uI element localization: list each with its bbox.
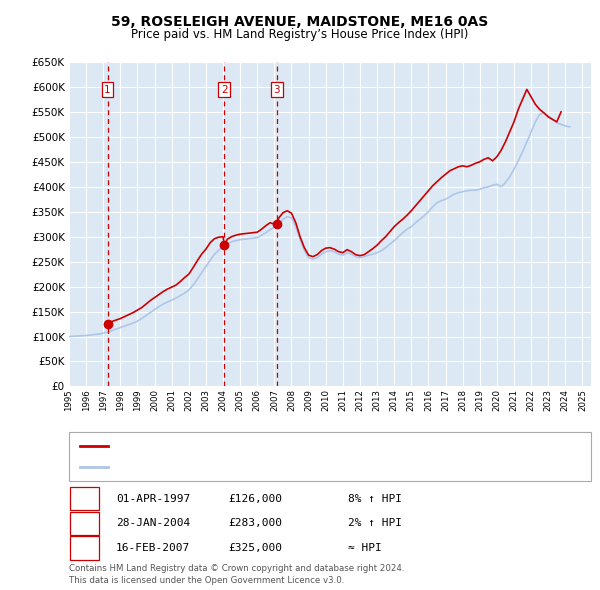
Text: 2001: 2001 bbox=[167, 389, 176, 411]
Text: 2017: 2017 bbox=[441, 389, 450, 411]
Text: This data is licensed under the Open Government Licence v3.0.: This data is licensed under the Open Gov… bbox=[69, 576, 344, 585]
Text: 28-JAN-2004: 28-JAN-2004 bbox=[116, 519, 190, 528]
Text: 2024: 2024 bbox=[561, 389, 570, 411]
Text: 2008: 2008 bbox=[287, 389, 296, 411]
Text: 2014: 2014 bbox=[389, 389, 398, 411]
Text: 16-FEB-2007: 16-FEB-2007 bbox=[116, 543, 190, 553]
Text: 1999: 1999 bbox=[133, 389, 142, 411]
Text: 1: 1 bbox=[104, 84, 111, 94]
Text: 2003: 2003 bbox=[202, 389, 211, 411]
Text: 2020: 2020 bbox=[493, 389, 502, 411]
Text: 1: 1 bbox=[80, 494, 88, 503]
Text: 2013: 2013 bbox=[373, 389, 382, 411]
Text: 2006: 2006 bbox=[253, 389, 262, 411]
Text: 1996: 1996 bbox=[82, 389, 91, 411]
Text: 59, ROSELEIGH AVENUE, MAIDSTONE, ME16 0AS (detached house): 59, ROSELEIGH AVENUE, MAIDSTONE, ME16 0A… bbox=[114, 441, 447, 451]
Text: 2021: 2021 bbox=[509, 389, 518, 411]
Text: 1998: 1998 bbox=[116, 389, 125, 411]
Text: 01-APR-1997: 01-APR-1997 bbox=[116, 494, 190, 503]
Text: 2016: 2016 bbox=[424, 389, 433, 411]
Text: £126,000: £126,000 bbox=[228, 494, 282, 503]
Text: 2011: 2011 bbox=[338, 389, 347, 411]
Text: 3: 3 bbox=[80, 543, 88, 553]
Text: 2015: 2015 bbox=[407, 389, 416, 411]
Text: 1997: 1997 bbox=[99, 389, 108, 411]
Text: 2007: 2007 bbox=[270, 389, 279, 411]
Text: 8% ↑ HPI: 8% ↑ HPI bbox=[348, 494, 402, 503]
Text: 2019: 2019 bbox=[475, 389, 484, 411]
Text: 2022: 2022 bbox=[527, 389, 536, 411]
Text: 2005: 2005 bbox=[236, 389, 245, 411]
Text: 2023: 2023 bbox=[544, 389, 553, 411]
Text: ≈ HPI: ≈ HPI bbox=[348, 543, 382, 553]
Text: 2002: 2002 bbox=[184, 389, 193, 411]
Text: 1995: 1995 bbox=[65, 389, 74, 411]
Text: £283,000: £283,000 bbox=[228, 519, 282, 528]
Text: 2025: 2025 bbox=[578, 389, 587, 411]
Text: 2010: 2010 bbox=[321, 389, 330, 411]
Text: 2000: 2000 bbox=[150, 389, 159, 411]
Text: 2% ↑ HPI: 2% ↑ HPI bbox=[348, 519, 402, 528]
Text: 2004: 2004 bbox=[218, 389, 227, 411]
Text: HPI: Average price, detached house, Maidstone: HPI: Average price, detached house, Maid… bbox=[114, 463, 350, 473]
Text: 3: 3 bbox=[273, 84, 280, 94]
Text: £325,000: £325,000 bbox=[228, 543, 282, 553]
Text: 2: 2 bbox=[80, 519, 88, 528]
Text: 2018: 2018 bbox=[458, 389, 467, 411]
Text: 2: 2 bbox=[221, 84, 228, 94]
Text: Contains HM Land Registry data © Crown copyright and database right 2024.: Contains HM Land Registry data © Crown c… bbox=[69, 565, 404, 573]
Text: Price paid vs. HM Land Registry’s House Price Index (HPI): Price paid vs. HM Land Registry’s House … bbox=[131, 28, 469, 41]
Text: 59, ROSELEIGH AVENUE, MAIDSTONE, ME16 0AS: 59, ROSELEIGH AVENUE, MAIDSTONE, ME16 0A… bbox=[112, 15, 488, 29]
Text: 2009: 2009 bbox=[304, 389, 313, 411]
Text: 2012: 2012 bbox=[355, 389, 364, 411]
